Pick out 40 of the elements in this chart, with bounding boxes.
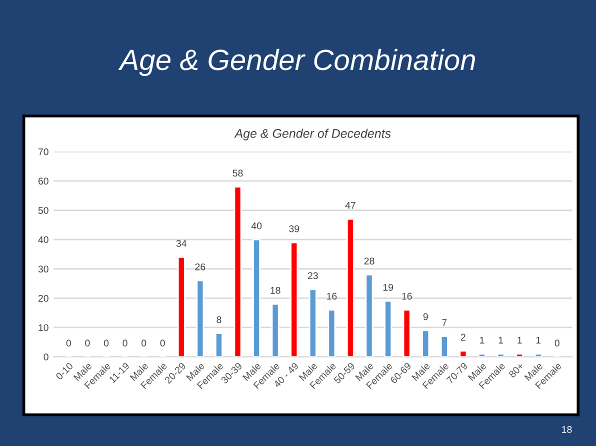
data-label: 1 <box>536 336 541 344</box>
y-tick-label: 70 <box>38 148 48 156</box>
data-label: 0 <box>85 340 90 347</box>
data-label: 0 <box>141 340 146 347</box>
x-tick-label: 80+ <box>508 362 524 378</box>
data-label: 34 <box>176 240 187 247</box>
data-label: 0 <box>104 340 109 347</box>
y-tick-label: 0 <box>44 354 48 360</box>
data-label: 1 <box>518 336 522 344</box>
chart-title: Age & Gender Combination <box>118 48 476 76</box>
data-label: 1 <box>498 336 503 344</box>
y-tick-label: 50 <box>38 206 48 214</box>
data-label: 0 <box>554 340 560 347</box>
chart-subtitle: Age & Gender of Decedents <box>234 128 391 140</box>
data-label: 26 <box>195 263 206 270</box>
y-tick-label: 30 <box>38 266 48 272</box>
data-label: 2 <box>460 334 466 341</box>
data-label: 9 <box>423 313 428 320</box>
data-label: 16 <box>327 292 337 300</box>
y-tick-label: 10 <box>38 324 48 332</box>
data-label: 0 <box>122 340 128 347</box>
data-label: 8 <box>216 316 222 324</box>
text: 18 <box>562 426 572 433</box>
x-tick-label: 0-10 <box>55 362 74 380</box>
data-label: 1 <box>480 336 484 344</box>
data-label: 40 <box>251 222 262 230</box>
data-label: 16 <box>402 292 412 300</box>
y-tick-label: 40 <box>38 236 48 244</box>
y-tick-label: 20 <box>38 294 48 302</box>
data-label: 0 <box>66 340 71 347</box>
data-label: 7 <box>442 319 447 326</box>
data-label: 47 <box>345 202 356 209</box>
data-label: 18 <box>270 286 280 294</box>
y-tick-label: 60 <box>38 178 48 185</box>
data-label: 39 <box>289 225 300 232</box>
data-label: 23 <box>308 272 318 280</box>
data-label: 58 <box>232 170 243 177</box>
data-label: 0 <box>160 340 165 347</box>
data-label: 28 <box>364 258 374 264</box>
data-label: 19 <box>383 284 393 291</box>
